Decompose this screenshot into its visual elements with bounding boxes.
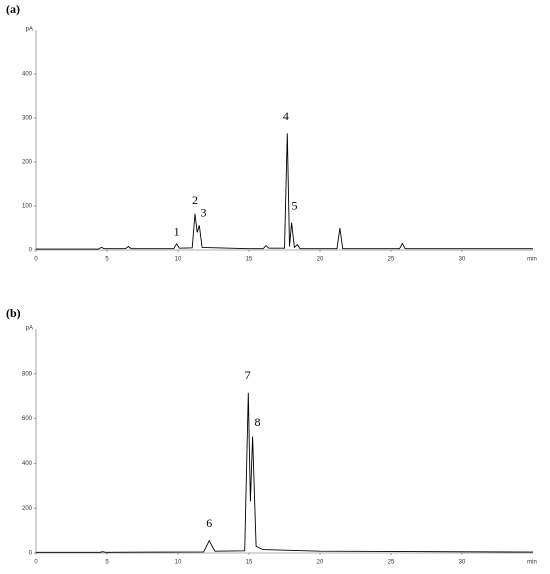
x-tick-label: 25 [388, 560, 395, 566]
panel-label: (a) [6, 2, 20, 16]
y-tick-label: 100 [22, 204, 33, 210]
peak-label: 8 [255, 415, 261, 429]
x-tick-label: 0 [34, 257, 38, 263]
x-tick-label: 0 [34, 560, 38, 566]
x-tick-label: 20 [317, 257, 324, 263]
y-tick-label: 200 [22, 160, 33, 166]
peak-label: 6 [206, 516, 212, 530]
x-tick-label: 30 [459, 257, 466, 263]
y-tick-label: 400 [22, 461, 33, 467]
y-tick-label: 300 [22, 116, 33, 122]
peak-label: 7 [245, 368, 251, 382]
y-tick-label: 600 [22, 416, 33, 422]
x-tick-label: 15 [246, 560, 253, 566]
peak-label: 3 [201, 206, 207, 220]
x-tick-label: 20 [317, 560, 324, 566]
x-tick-label: 5 [105, 560, 109, 566]
peak-label: 1 [174, 225, 180, 239]
panel-label: (b) [6, 306, 21, 320]
y-tick-label: 0 [29, 551, 33, 557]
peak-label: 4 [283, 109, 289, 123]
trace [36, 392, 534, 553]
y-tick-label: 200 [22, 506, 33, 512]
x-tick-label: 30 [459, 560, 466, 566]
trace [36, 133, 533, 250]
y-tick-label: 0 [29, 248, 33, 254]
x-tick-label: 10 [175, 560, 182, 566]
x-tick-label: 5 [105, 257, 109, 263]
y-axis-label: pA [26, 27, 33, 33]
y-tick-label: 800 [22, 371, 33, 377]
x-tick-label: 25 [388, 257, 395, 263]
peak-label: 2 [192, 193, 198, 207]
x-tick-label: 15 [246, 257, 253, 263]
x-tick-label: 10 [175, 257, 182, 263]
x-axis-label: min [527, 257, 537, 263]
y-axis-label: pA [26, 326, 33, 332]
y-tick-label: 400 [22, 72, 33, 78]
x-axis-label: min [527, 560, 537, 566]
peak-label: 5 [291, 199, 297, 213]
